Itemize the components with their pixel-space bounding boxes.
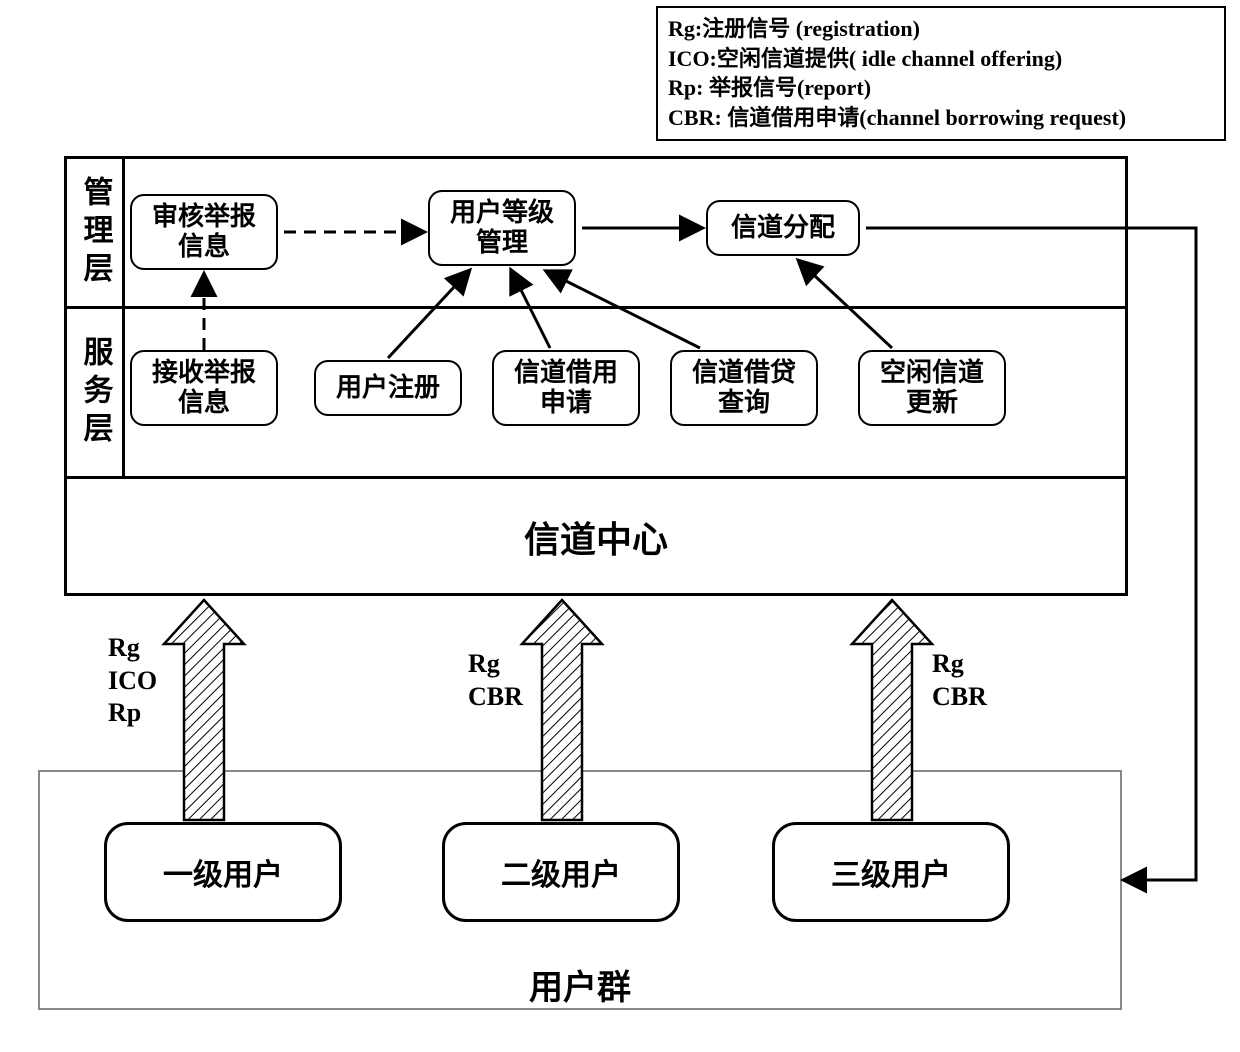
legend-box: Rg:注册信号 (registration) ICO:空闲信道提供( idle … <box>656 6 1226 141</box>
node-audit: 审核举报信息 <box>130 194 278 270</box>
user-node-2: 二级用户 <box>442 822 680 922</box>
node-label: 信道借贷查询 <box>692 358 796 418</box>
node-alloc: 信道分配 <box>706 200 860 256</box>
node-borrow: 信道借用申请 <box>492 350 640 426</box>
svc-layer-label: 服务层 <box>67 309 125 476</box>
node-label: 审核举报信息 <box>152 202 256 262</box>
big-arrow-label-3: RgCBR <box>932 648 987 713</box>
node-reg: 用户注册 <box>314 360 462 416</box>
node-label: 用户注册 <box>336 373 440 403</box>
node-label: 信道分配 <box>731 213 835 243</box>
big-arrow-label-2: RgCBR <box>468 648 523 713</box>
node-label: 信道借用申请 <box>514 358 618 418</box>
legend-line: CBR: 信道借用申请(channel borrowing request) <box>668 103 1214 133</box>
node-recv: 接收举报信息 <box>130 350 278 426</box>
node-query: 信道借贷查询 <box>670 350 818 426</box>
user-node-label: 三级用户 <box>831 850 951 894</box>
node-label: 空闲信道更新 <box>880 358 984 418</box>
big-arrow-label-1: RgICORp <box>108 632 157 730</box>
user-node-label: 二级用户 <box>501 850 621 894</box>
legend-line: ICO:空闲信道提供( idle channel offering) <box>668 44 1214 74</box>
channel-center-title: 信道中心 <box>67 511 1125 563</box>
user-node-label: 一级用户 <box>163 850 283 894</box>
user-node-1: 一级用户 <box>104 822 342 922</box>
legend-line: Rp: 举报信号(report) <box>668 73 1214 103</box>
node-idle: 空闲信道更新 <box>858 350 1006 426</box>
user-node-3: 三级用户 <box>772 822 1010 922</box>
node-label: 用户等级管理 <box>450 198 554 258</box>
node-level: 用户等级管理 <box>428 190 576 266</box>
legend-line: Rg:注册信号 (registration) <box>668 14 1214 44</box>
mgmt-layer-label: 管理层 <box>67 159 125 306</box>
node-label: 接收举报信息 <box>152 358 256 418</box>
user-group-title: 用户群 <box>40 960 1120 1009</box>
